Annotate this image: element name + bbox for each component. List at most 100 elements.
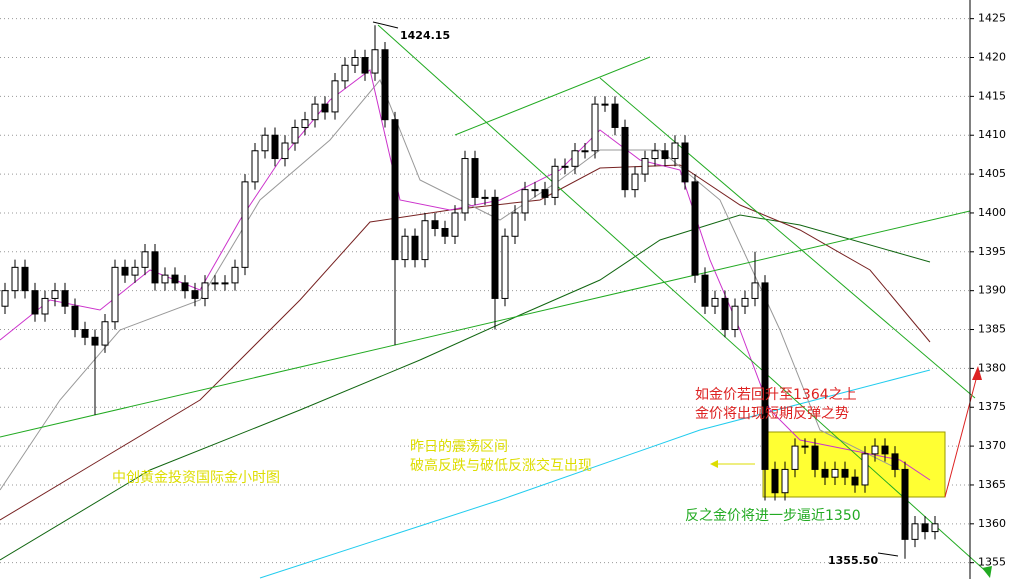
arrow-head: [982, 566, 992, 578]
candle-body: [151, 251, 159, 284]
y-tick-label: 1405: [978, 167, 1006, 180]
candle-body: [431, 220, 439, 229]
candle-body: [731, 305, 739, 331]
candle-body: [81, 329, 89, 338]
candle-body: [141, 251, 149, 268]
trend-line: [599, 77, 976, 399]
candle-body: [751, 282, 759, 299]
ma-green: [0, 214, 931, 561]
candle-body: [1, 290, 9, 307]
candle-body: [711, 297, 719, 307]
candle-body: [851, 476, 859, 486]
candle-body: [701, 274, 709, 307]
candle-body: [311, 103, 319, 121]
annotation: 1355.50: [828, 554, 878, 567]
candle-body: [681, 142, 689, 183]
candle-body: [231, 266, 239, 284]
annotation: 如金价若回升至1364之上: [695, 387, 857, 403]
candle-body: [831, 468, 839, 478]
candle-body: [671, 142, 679, 160]
candle-body: [31, 290, 39, 315]
candle-body: [121, 266, 129, 276]
candle-body: [321, 103, 329, 113]
pointer: [372, 21, 399, 29]
annotation: 昨日的震荡区间: [410, 439, 508, 455]
candle-body: [251, 150, 259, 183]
candle-body: [891, 453, 899, 470]
candle-body: [261, 134, 269, 152]
candle-body: [71, 305, 79, 331]
candle-body: [401, 235, 409, 261]
candle-body: [801, 445, 809, 448]
candle-body: [101, 321, 109, 346]
candle-body: [841, 468, 849, 478]
annotation: 反之金价将进一步逼近1350: [685, 508, 861, 524]
candle-body: [691, 181, 699, 276]
candle-body: [341, 64, 349, 82]
candle-body: [211, 282, 219, 285]
y-tick-label: 1410: [978, 128, 1006, 141]
candle-body: [331, 80, 339, 113]
candle-body: [571, 150, 579, 167]
candle-body: [821, 468, 829, 478]
ma-gray: [0, 79, 901, 491]
candle-body: [391, 119, 399, 261]
candle-body: [551, 165, 559, 198]
annotation: 破高反跌与破低反涨交互出现: [410, 457, 592, 474]
candle-body: [21, 266, 29, 292]
annotation: 1424.15: [400, 29, 450, 42]
candle-body: [61, 290, 69, 307]
candle-body: [621, 126, 629, 191]
y-tick-label: 1425: [978, 12, 1006, 25]
candle-body: [521, 189, 529, 214]
candle-body: [201, 282, 209, 299]
y-tick-label: 1395: [978, 245, 1006, 258]
candle-body: [411, 235, 419, 261]
candle-body: [611, 103, 619, 128]
y-tick-label: 1420: [978, 51, 1006, 64]
candle-body: [741, 297, 749, 307]
candle-body: [381, 49, 389, 121]
candle-body: [781, 468, 789, 494]
arrow-head: [710, 460, 718, 468]
y-tick-label: 1390: [978, 284, 1006, 297]
candle-body: [191, 290, 199, 299]
candle-body: [931, 523, 939, 533]
trend-line: [0, 210, 971, 438]
trend-line: [454, 56, 651, 136]
candle-body: [91, 336, 99, 346]
y-tick-label: 1370: [978, 439, 1006, 452]
y-tick-label: 1365: [978, 478, 1006, 491]
candle-body: [631, 173, 639, 191]
candle-body: [491, 196, 499, 299]
candle-body: [301, 119, 309, 128]
candle-body: [871, 445, 879, 455]
candle-body: [561, 165, 569, 168]
candle-body: [291, 126, 299, 144]
annotation: 中创黄金投资国际金小时图: [112, 469, 280, 486]
candle-body: [651, 150, 659, 160]
candle-body: [271, 134, 279, 160]
y-tick-label: 1360: [978, 517, 1006, 530]
candle-body: [461, 158, 469, 214]
candle-body: [51, 290, 59, 299]
candle-body: [811, 445, 819, 470]
candle-body: [241, 181, 249, 268]
candle-body: [441, 227, 449, 237]
y-tick-label: 1375: [978, 400, 1006, 413]
candle-body: [111, 266, 119, 323]
candle-body: [581, 150, 589, 153]
candle-body: [131, 266, 139, 276]
candle-body: [601, 103, 609, 106]
candle-body: [181, 282, 189, 292]
arrow: [944, 371, 979, 498]
candle-body: [881, 445, 889, 455]
candles: [1, 25, 939, 559]
annotation: 金价将出现短期反弹之势: [695, 406, 849, 422]
candle-body: [591, 103, 599, 152]
candle-body: [361, 57, 369, 74]
y-tick-label: 1385: [978, 323, 1006, 336]
candle-body: [281, 142, 289, 160]
candle-body: [921, 523, 929, 533]
ma-cyan: [259, 369, 931, 579]
